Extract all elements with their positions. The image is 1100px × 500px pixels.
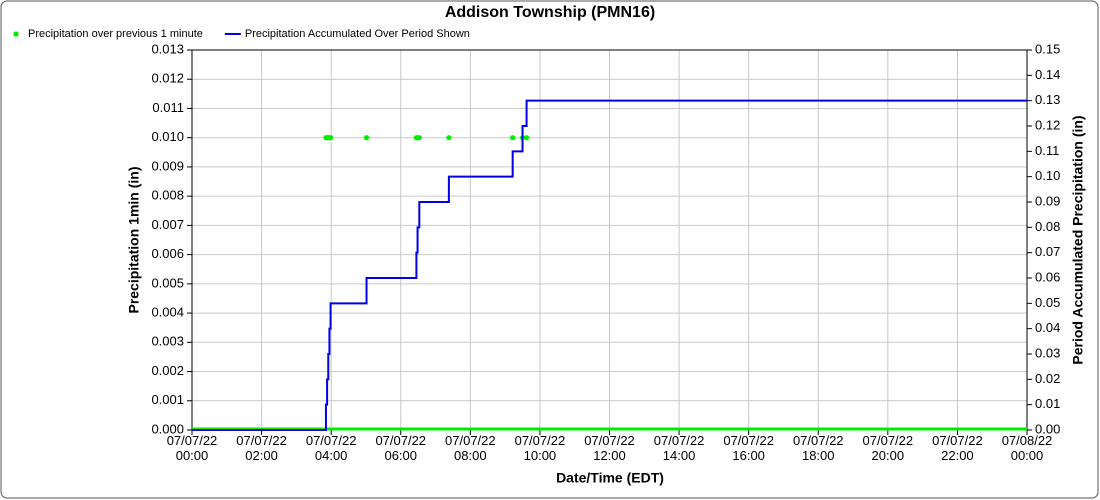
y2-tick-label: 0.06 [1035,269,1060,284]
precip-dot [327,135,334,141]
y2-tick-label: 0.14 [1035,67,1060,82]
x-tick-label: 07/07/22 22:00 [932,433,983,463]
y2-tick-label: 0.00 [1035,421,1060,436]
y-tick-label: 0.003 [151,334,184,349]
x-axis-title: Date/Time (EDT) [556,470,664,486]
y2-tick-label: 0.11 [1035,143,1059,158]
y-tick-label: 0.007 [151,217,184,232]
y2-tick-label: 0.13 [1035,92,1060,107]
y2-tick-label: 0.07 [1035,244,1060,259]
y2-tick-label: 0.08 [1035,219,1060,234]
legend-label: Precipitation over previous 1 minute [28,28,203,40]
y2-tick-label: 0.15 [1035,41,1060,56]
y-tick-label: 0.005 [151,275,184,290]
y-tick-label: 0.001 [151,392,184,407]
precip-dot [510,135,516,141]
x-tick-label: 07/07/22 16:00 [723,433,774,463]
x-tick-label: 07/07/22 14:00 [653,433,705,463]
x-tick-label: 07/07/22 06:00 [375,433,427,463]
y2-tick-label: 0.03 [1035,345,1060,360]
y-tick-label: 0.010 [151,129,184,144]
x-tick-label: 07/07/22 02:00 [236,433,287,463]
y-tick-label: 0.013 [151,41,184,56]
y-tick-label: 0.008 [151,188,184,203]
y-tick-label: 0.000 [151,421,184,436]
x-tick-label: 07/07/22 12:00 [584,433,635,463]
precip-dot [446,135,452,141]
x-tick-label: 07/07/22 10:00 [514,433,566,463]
y-tick-label: 0.002 [151,363,184,378]
y-tick-label: 0.009 [151,158,184,173]
y-tick-label: 0.011 [152,100,184,115]
y2-tick-label: 0.10 [1035,168,1060,183]
precip-dot [363,135,370,141]
x-tick-label: 07/07/22 00:00 [166,433,218,463]
legend-marker [13,31,19,37]
y-axis-title: Precipitation 1min (in) [126,166,142,313]
y2-tick-label: 0.12 [1035,117,1060,132]
precip-dot [523,135,530,141]
x-tick-label: 07/07/22 04:00 [305,433,357,463]
y-tick-label: 0.006 [151,246,184,261]
y2-axis-title: Period Accumulated Precipitation (in) [1070,115,1086,364]
y2-tick-label: 0.01 [1035,396,1060,411]
x-tick-label: 07/07/22 20:00 [862,433,914,463]
y2-tick-label: 0.05 [1035,295,1060,310]
chart-title: Addison Township (PMN16) [445,4,655,21]
y2-tick-label: 0.09 [1035,193,1060,208]
y2-tick-label: 0.02 [1035,371,1060,386]
x-tick-label: 07/08/22 00:00 [1001,433,1053,463]
x-tick-label: 07/07/22 18:00 [792,433,844,463]
accumulated-line [192,99,1027,431]
legend-label: Precipitation Accumulated Over Period Sh… [245,28,470,40]
x-tick-label: 07/07/22 08:00 [445,433,496,463]
y2-tick-label: 0.04 [1035,320,1060,335]
precip-dot [416,135,422,141]
y-tick-label: 0.004 [151,305,184,320]
y-tick-label: 0.012 [151,71,184,86]
